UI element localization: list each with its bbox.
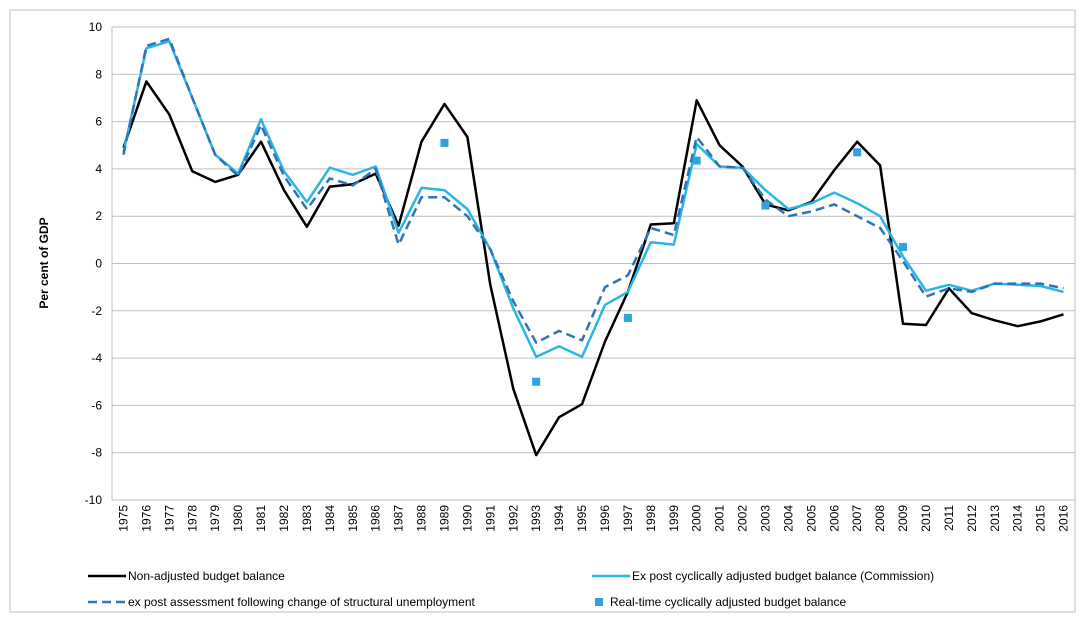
y-tick-label: 4 — [95, 162, 102, 176]
x-tick-label: 2006 — [827, 505, 841, 532]
y-tick-label: 2 — [95, 209, 102, 223]
x-tick-label: 1997 — [621, 505, 635, 532]
y-tick-label: 0 — [95, 257, 102, 271]
legend-label: Non-adjusted budget balance — [128, 569, 285, 583]
y-axis-label: Per cent of GDP — [37, 217, 51, 308]
y-tick-label: 10 — [89, 20, 103, 34]
x-tick-label: 2009 — [896, 505, 910, 532]
x-tick-label: 2013 — [988, 505, 1002, 532]
x-tick-label: 2007 — [850, 505, 864, 532]
marker — [899, 242, 908, 251]
series-line — [122, 39, 1064, 359]
y-tick-label: 6 — [95, 115, 102, 129]
x-tick-label: 2005 — [804, 505, 818, 532]
x-tick-label: 2014 — [1011, 505, 1025, 532]
x-tick-label: 1988 — [415, 505, 429, 532]
marker — [440, 138, 449, 147]
series-line — [122, 37, 1064, 344]
x-tick-label: 1996 — [598, 505, 612, 532]
x-tick-label: 1987 — [392, 505, 406, 532]
legend-label: Ex post cyclically adjusted budget balan… — [632, 569, 934, 583]
x-tick-label: 1993 — [529, 505, 543, 532]
marker — [853, 148, 862, 157]
x-tick-label: 1999 — [667, 505, 681, 532]
series-line — [122, 80, 1064, 457]
x-tick-label: 1992 — [506, 505, 520, 532]
x-tick-label: 1979 — [208, 505, 222, 532]
x-tick-label: 2012 — [965, 505, 979, 532]
marker — [761, 201, 770, 210]
x-tick-label: 2000 — [690, 505, 704, 532]
legend-label: ex post assessment following change of s… — [128, 595, 476, 609]
x-tick-label: 2004 — [781, 505, 795, 532]
x-tick-label: 2001 — [713, 505, 727, 532]
x-tick-label: 1985 — [346, 505, 360, 532]
y-tick-label: -10 — [85, 493, 103, 507]
x-tick-label: 1989 — [437, 505, 451, 532]
x-tick-label: 1990 — [460, 505, 474, 532]
x-tick-label: 2002 — [736, 505, 750, 532]
x-tick-label: 1998 — [644, 505, 658, 532]
y-tick-label: -4 — [91, 351, 102, 365]
x-tick-label: 2016 — [1057, 505, 1071, 532]
x-tick-label: 2010 — [919, 505, 933, 532]
x-tick-label: 2011 — [942, 505, 956, 531]
legend-label: Real-time cyclically adjusted budget bal… — [610, 595, 846, 609]
x-tick-label: 1976 — [139, 505, 153, 532]
x-tick-label: 1991 — [483, 505, 497, 532]
x-tick-label: 1978 — [185, 505, 199, 532]
marker — [532, 377, 541, 386]
x-tick-label: 1983 — [300, 505, 314, 532]
x-tick-label: 1995 — [575, 505, 589, 532]
x-tick-label: 1980 — [231, 505, 245, 532]
x-tick-label: 2003 — [758, 505, 772, 532]
x-tick-label: 1986 — [369, 505, 383, 532]
marker — [692, 156, 701, 165]
x-tick-label: 2015 — [1034, 505, 1048, 532]
x-tick-label: 1975 — [116, 505, 130, 532]
y-tick-label: -8 — [91, 446, 102, 460]
x-tick-label: 1984 — [323, 505, 337, 532]
y-tick-label: -2 — [91, 304, 102, 318]
x-tick-label: 1981 — [254, 505, 268, 532]
x-tick-label: 1994 — [552, 505, 566, 532]
x-tick-label: 2008 — [873, 505, 887, 532]
marker — [623, 313, 632, 322]
legend-marker — [595, 598, 603, 606]
y-tick-label: -6 — [91, 398, 102, 412]
x-tick-label: 1982 — [277, 505, 291, 532]
y-tick-label: 8 — [95, 67, 102, 81]
x-tick-label: 1977 — [162, 505, 176, 532]
